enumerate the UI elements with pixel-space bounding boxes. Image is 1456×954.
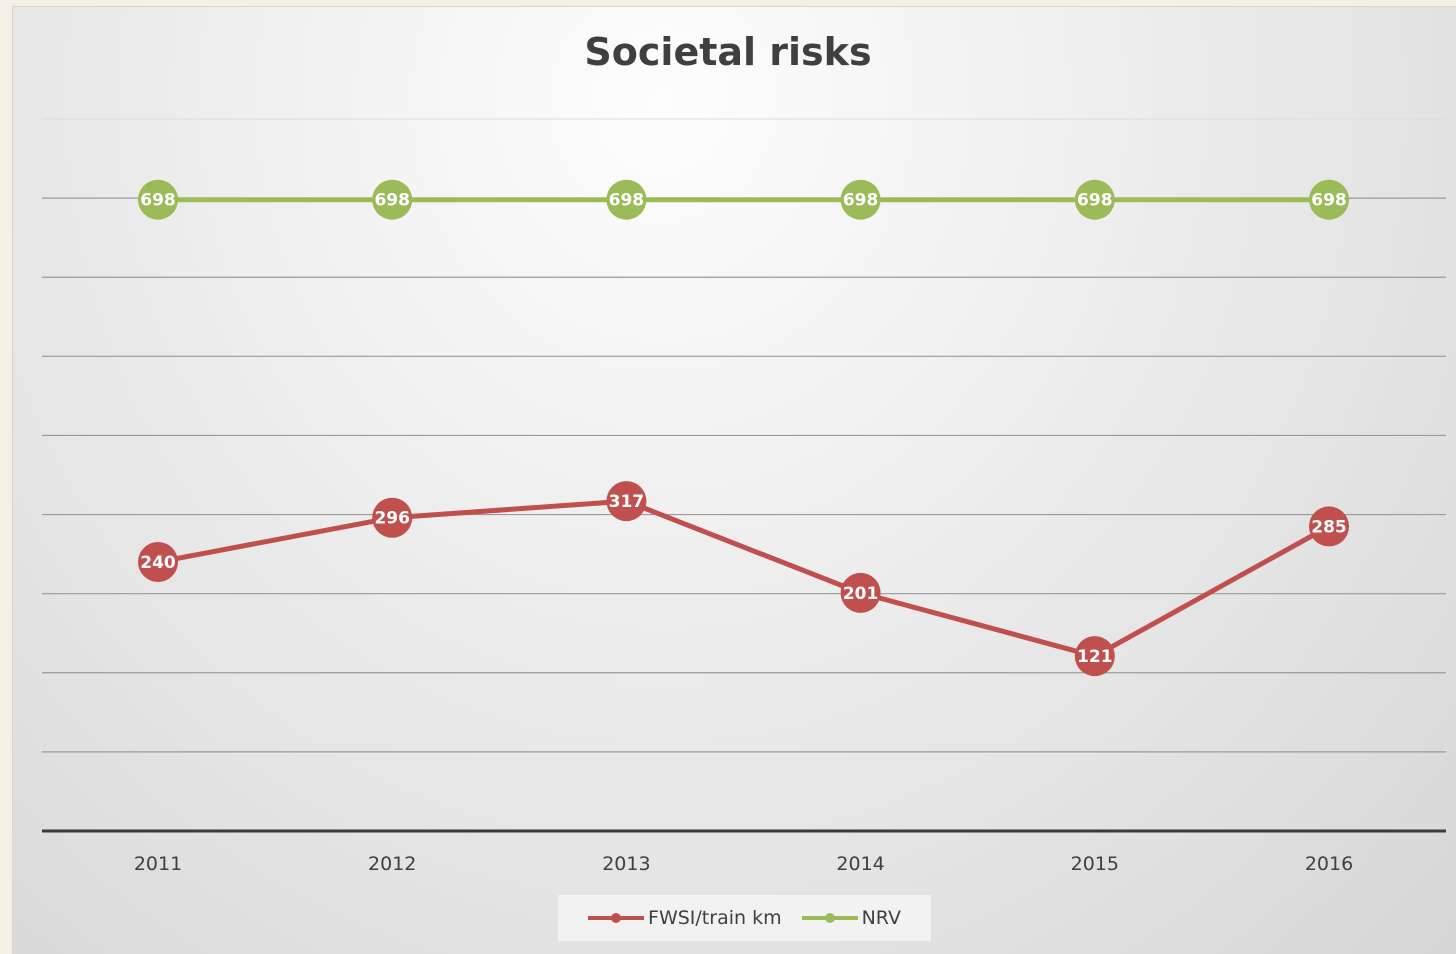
legend-label-fwsi: FWSI/train km bbox=[648, 907, 782, 929]
data-point-nrv bbox=[606, 179, 647, 220]
data-label-nrv: 698 bbox=[1311, 191, 1347, 211]
data-point-fwsi bbox=[372, 497, 413, 538]
data-point-nrv bbox=[1074, 179, 1115, 220]
legend: FWSI/train km NRV bbox=[558, 895, 931, 941]
legend-item-fwsi: FWSI/train km bbox=[588, 907, 782, 929]
data-point-fwsi bbox=[840, 572, 881, 613]
data-point-fwsi bbox=[606, 481, 647, 522]
data-label-fwsi: 296 bbox=[374, 509, 410, 529]
x-tick-label: 2012 bbox=[368, 853, 416, 875]
data-point-nrv bbox=[840, 179, 881, 220]
data-point-nrv bbox=[138, 179, 178, 220]
data-label-nrv: 698 bbox=[609, 191, 645, 211]
data-label-fwsi: 317 bbox=[609, 492, 645, 512]
data-label-fwsi: 201 bbox=[843, 584, 879, 604]
data-label-nrv: 698 bbox=[140, 191, 176, 211]
legend-swatch-nrv bbox=[801, 913, 858, 923]
data-point-fwsi bbox=[1074, 636, 1115, 677]
data-point-fwsi bbox=[138, 542, 178, 583]
chart-title: Societal risks bbox=[584, 30, 872, 74]
data-point-fwsi bbox=[1309, 506, 1349, 547]
data-label-fwsi: 240 bbox=[140, 553, 176, 573]
x-tick-label: 2015 bbox=[1071, 853, 1119, 875]
data-label-fwsi: 285 bbox=[1311, 517, 1347, 537]
legend-label-nrv: NRV bbox=[861, 907, 901, 929]
data-point-nrv bbox=[1309, 179, 1349, 220]
x-tick-label: 2011 bbox=[134, 853, 182, 875]
data-point-nrv bbox=[372, 179, 413, 220]
x-tick-label: 2013 bbox=[602, 853, 650, 875]
legend-swatch-fwsi bbox=[588, 913, 645, 923]
data-label-fwsi: 121 bbox=[1077, 647, 1113, 667]
data-label-nrv: 698 bbox=[843, 191, 879, 211]
series-line-fwsi bbox=[157, 498, 1331, 659]
data-label-nrv: 698 bbox=[1077, 191, 1113, 211]
legend-item-nrv: NRV bbox=[801, 907, 901, 929]
data-label-nrv: 698 bbox=[374, 191, 410, 211]
chart-area bbox=[12, 6, 1456, 954]
x-tick-label: 2016 bbox=[1305, 853, 1353, 875]
x-tick-label: 2014 bbox=[836, 853, 884, 875]
